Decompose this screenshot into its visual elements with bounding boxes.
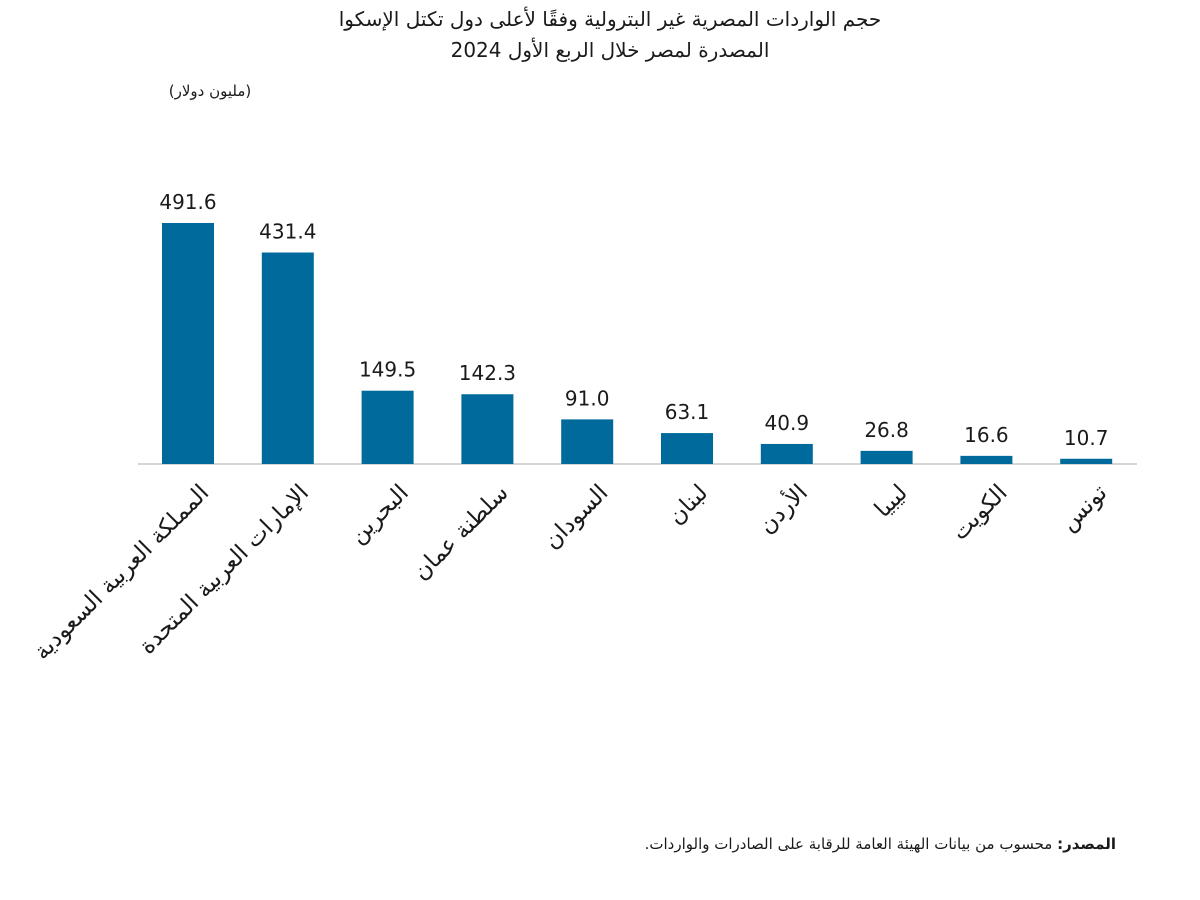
unit-label: (مليون دولار) — [168, 82, 252, 100]
data-label: 63.1 — [665, 400, 710, 424]
data-label: 10.7 — [1064, 426, 1109, 450]
bar-chart: 491.6 المملكة العربية السعودية 431.4 الإمار… — [29, 190, 1137, 665]
source-note: المصدر: محسوب من بيانات الهيئة العامة لل… — [645, 835, 1116, 853]
category-label: الكويت — [947, 480, 1013, 546]
chart-title-line-2: المصدرة لمصر خلال الربع الأول 2024 — [450, 38, 770, 62]
category-label: ليبيا — [870, 480, 913, 523]
category-label: الإمارات العربية المتحدة — [134, 480, 314, 660]
bar — [461, 394, 514, 464]
category-label: السودان — [539, 480, 613, 554]
data-label: 149.5 — [359, 358, 416, 382]
data-label: 26.8 — [864, 418, 909, 442]
chart-title-line-1: حجم الواردات المصرية غير البترولية وفقًا… — [338, 7, 882, 31]
bar — [1060, 458, 1113, 464]
data-label: 431.4 — [259, 220, 316, 244]
category-label: المملكة العربية السعودية — [29, 480, 214, 665]
data-label: 40.9 — [765, 411, 810, 435]
category-label: لبنان — [663, 480, 713, 530]
category-label: تونس — [1056, 480, 1113, 537]
bar — [860, 450, 913, 464]
bar — [261, 252, 314, 464]
bar — [162, 223, 214, 464]
category-label: الأردن — [752, 478, 813, 539]
bar — [960, 455, 1013, 464]
data-label: 142.3 — [459, 361, 516, 385]
source-label: المصدر: — [1057, 835, 1116, 853]
chart-title: حجم الواردات المصرية غير البترولية وفقًا… — [250, 4, 970, 66]
bar — [361, 390, 414, 464]
data-label: 16.6 — [964, 423, 1009, 447]
source-text: محسوب من بيانات الهيئة العامة للرقابة عل… — [644, 835, 1053, 853]
data-label: 491.6 — [159, 190, 216, 214]
category-label: البحرين — [345, 480, 414, 549]
bar — [561, 419, 614, 464]
category-label: سلطنة عمان — [408, 480, 514, 586]
bar — [661, 433, 713, 464]
bar — [760, 443, 813, 464]
data-label: 91.0 — [565, 386, 610, 410]
